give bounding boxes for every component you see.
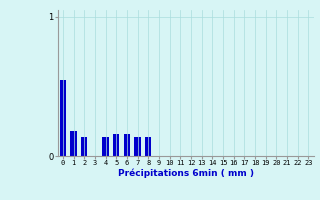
Bar: [70, 131, 77, 156]
Bar: [81, 137, 87, 156]
Bar: [113, 134, 119, 156]
X-axis label: Précipitations 6min ( mm ): Précipitations 6min ( mm ): [118, 169, 253, 178]
Bar: [145, 137, 151, 156]
Bar: [124, 134, 130, 156]
Bar: [102, 137, 109, 156]
Bar: [60, 80, 66, 156]
Bar: [134, 137, 141, 156]
